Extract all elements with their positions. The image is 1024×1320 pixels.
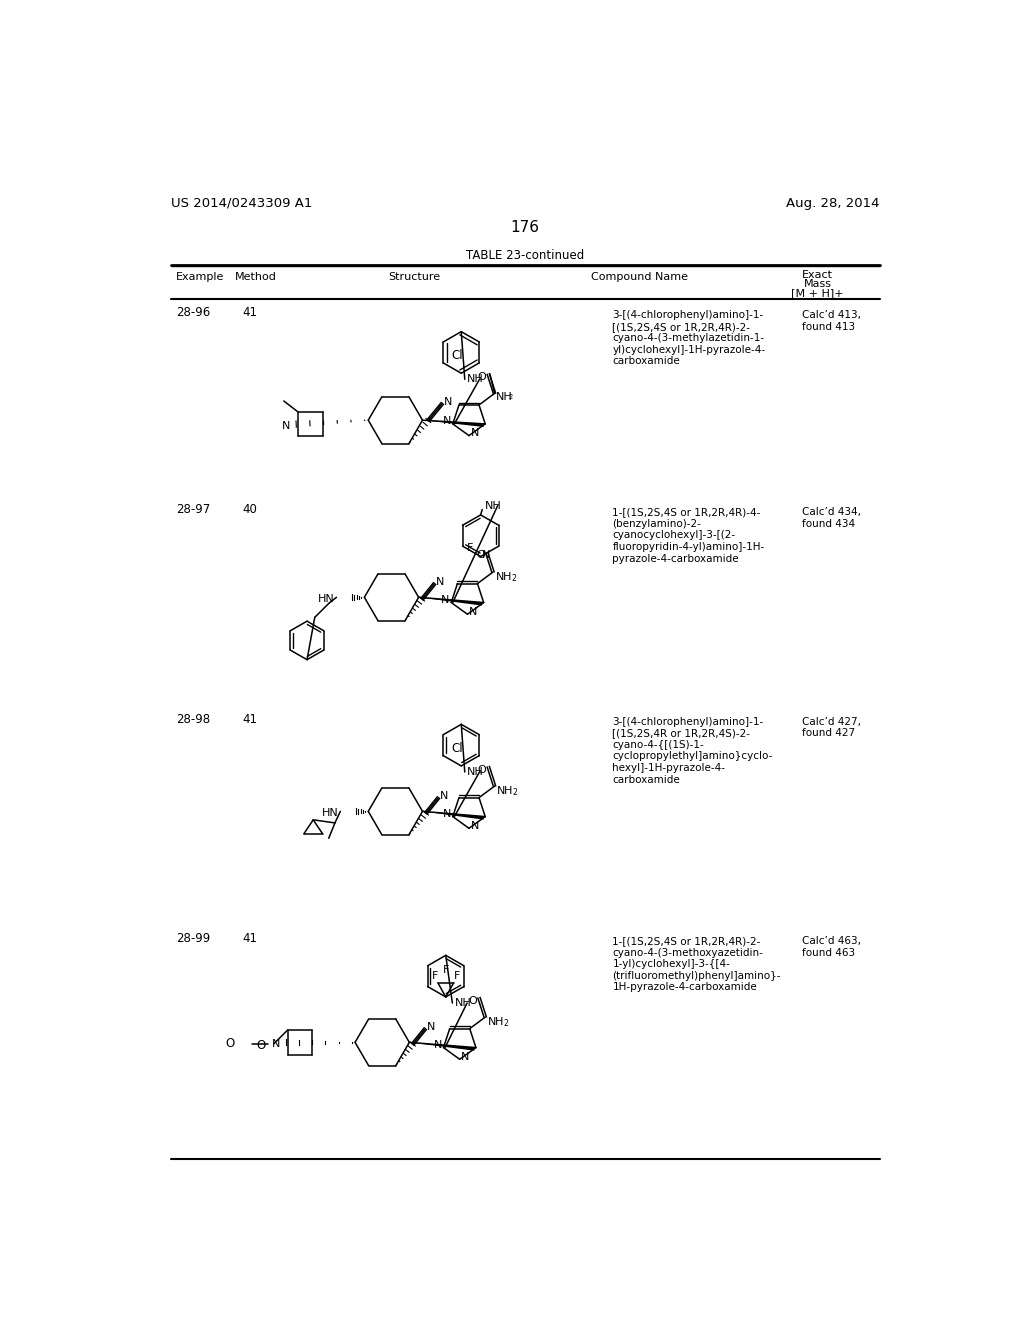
- Text: O: O: [478, 372, 486, 381]
- Text: Cl: Cl: [452, 350, 463, 363]
- Text: N: N: [482, 549, 490, 560]
- Text: N: N: [271, 1039, 280, 1049]
- Text: 41: 41: [243, 306, 258, 319]
- Text: F: F: [454, 970, 460, 981]
- Text: N: N: [469, 607, 477, 616]
- Text: Calc’d 463,
found 463: Calc’d 463, found 463: [802, 936, 861, 958]
- Text: N: N: [433, 1040, 442, 1049]
- Text: 1-[(1S,2S,4S or 1R,2R,4R)-4-
(benzylamino)-2-
cyanocyclohexyl]-3-[(2-
fluoropyri: 1-[(1S,2S,4S or 1R,2R,4R)-4- (benzylamin…: [612, 507, 765, 564]
- Text: $_2$: $_2$: [508, 392, 513, 401]
- Text: Mass: Mass: [804, 280, 831, 289]
- Text: 3-[(4-chlorophenyl)amino]-1-
[(1S,2S,4S or 1R,2R,4R)-2-
cyano-4-(3-methylazetidi: 3-[(4-chlorophenyl)amino]-1- [(1S,2S,4S …: [612, 310, 766, 367]
- Text: 41: 41: [243, 932, 258, 945]
- Text: NH$_2$: NH$_2$: [496, 784, 518, 799]
- Polygon shape: [423, 812, 483, 820]
- Text: TABLE 23-continued: TABLE 23-continued: [466, 249, 584, 263]
- Text: O: O: [225, 1038, 234, 1051]
- Text: Cl: Cl: [452, 742, 463, 755]
- Text: F: F: [466, 543, 473, 553]
- Polygon shape: [410, 1043, 474, 1051]
- Text: 176: 176: [510, 220, 540, 235]
- Text: N: N: [443, 397, 453, 407]
- Text: NH: NH: [467, 767, 484, 777]
- Text: Calc’d 434,
found 434: Calc’d 434, found 434: [802, 507, 861, 529]
- Text: F: F: [442, 965, 449, 975]
- Text: NH$_2$: NH$_2$: [495, 570, 517, 585]
- Text: N: N: [440, 791, 449, 801]
- Text: Aug. 28, 2014: Aug. 28, 2014: [786, 197, 880, 210]
- Text: 41: 41: [243, 713, 258, 726]
- Text: 28-98: 28-98: [176, 713, 210, 726]
- Text: N: N: [442, 416, 452, 426]
- Text: Method: Method: [234, 272, 276, 282]
- Text: 40: 40: [243, 503, 258, 516]
- Text: F: F: [432, 970, 438, 981]
- Text: 3-[(4-chlorophenyl)amino]-1-
[(1S,2S,4R or 1R,2R,4S)-2-
cyano-4-{[(1S)-1-
cyclop: 3-[(4-chlorophenyl)amino]-1- [(1S,2S,4R …: [612, 717, 773, 784]
- Text: N: N: [461, 1052, 470, 1061]
- Text: 28-99: 28-99: [176, 932, 210, 945]
- Text: N: N: [436, 577, 444, 587]
- Text: 28-96: 28-96: [176, 306, 210, 319]
- Text: Calc’d 413,
found 413: Calc’d 413, found 413: [802, 310, 861, 331]
- Text: O: O: [476, 550, 485, 561]
- Text: [M + H]+: [M + H]+: [792, 289, 844, 298]
- Text: Example: Example: [176, 272, 224, 282]
- Text: HN: HN: [323, 808, 339, 818]
- Text: US 2014/0243309 A1: US 2014/0243309 A1: [171, 197, 312, 210]
- Polygon shape: [423, 420, 483, 426]
- Text: N: N: [471, 821, 479, 830]
- Text: 28-97: 28-97: [176, 503, 210, 516]
- Text: NH: NH: [496, 392, 513, 401]
- Text: O: O: [257, 1039, 266, 1052]
- Text: 1-[(1S,2S,4S or 1R,2R,4R)-2-
cyano-4-(3-methoxyazetidin-
1-yl)cyclohexyl]-3-{[4-: 1-[(1S,2S,4S or 1R,2R,4R)-2- cyano-4-(3-…: [612, 936, 781, 993]
- Text: N: N: [442, 809, 452, 818]
- Text: Structure: Structure: [389, 272, 440, 282]
- Text: N: N: [282, 421, 290, 430]
- Polygon shape: [419, 598, 482, 606]
- Text: Calc’d 427,
found 427: Calc’d 427, found 427: [802, 717, 861, 738]
- Text: O: O: [468, 995, 477, 1006]
- Text: N: N: [471, 428, 479, 438]
- Text: HN: HN: [318, 594, 335, 603]
- Text: NH: NH: [455, 998, 471, 1008]
- Text: O: O: [478, 764, 486, 775]
- Text: NH$_2$: NH$_2$: [486, 1015, 509, 1030]
- Text: N: N: [427, 1022, 435, 1032]
- Text: Compound Name: Compound Name: [591, 272, 688, 282]
- Text: NH: NH: [484, 500, 502, 511]
- Text: NH: NH: [467, 375, 484, 384]
- Text: Exact: Exact: [802, 271, 834, 280]
- Text: N: N: [441, 595, 450, 605]
